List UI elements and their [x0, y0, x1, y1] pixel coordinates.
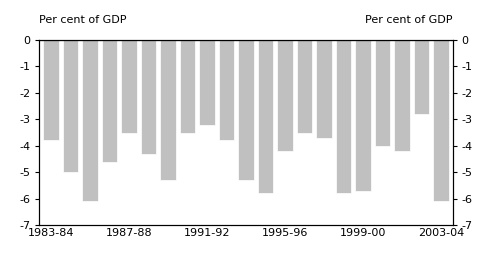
Bar	[43, 40, 59, 140]
Bar	[102, 40, 117, 162]
Bar	[316, 40, 332, 138]
Bar	[238, 40, 254, 180]
Bar	[82, 40, 98, 201]
Bar	[375, 40, 390, 146]
Bar	[199, 40, 215, 125]
Bar	[121, 40, 137, 132]
Text: Per cent of GDP: Per cent of GDP	[39, 15, 127, 25]
Bar	[258, 40, 273, 193]
Bar	[160, 40, 176, 180]
Bar	[180, 40, 195, 132]
Bar	[141, 40, 156, 154]
Bar	[63, 40, 78, 172]
Bar	[219, 40, 234, 140]
Bar	[433, 40, 449, 201]
Bar	[394, 40, 410, 151]
Bar	[277, 40, 293, 151]
Bar	[355, 40, 371, 191]
Bar	[414, 40, 429, 114]
Bar	[336, 40, 351, 193]
Text: Per cent of GDP: Per cent of GDP	[365, 15, 453, 25]
Bar	[297, 40, 312, 132]
